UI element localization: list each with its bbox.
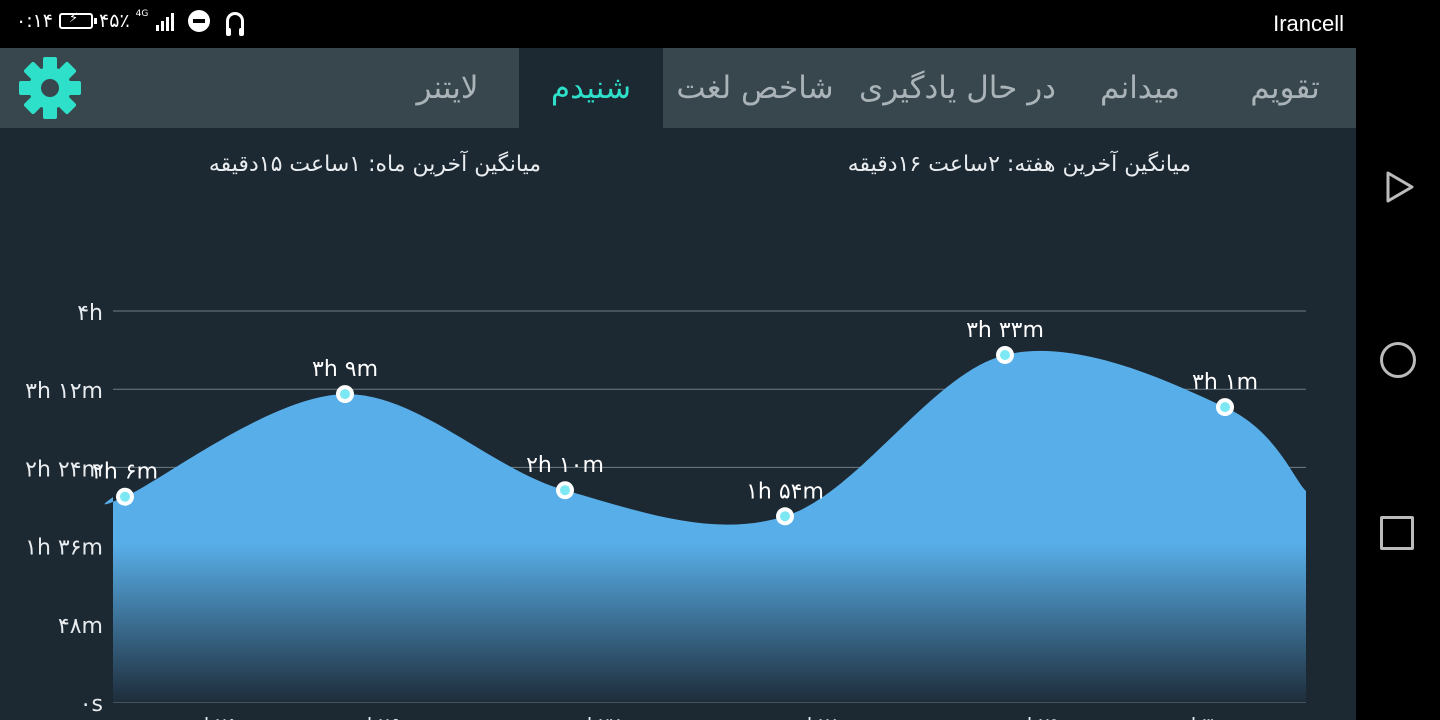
y-tick-label: ۴h: [77, 301, 103, 326]
area-chart: ۰s ۴۸m ۱h ۳۶m ۲h ۲۴m ۳h ۱۲m ۴h ۲h ۶m ۳h ۹m ۲h ۱…: [25, 301, 1306, 720]
clock: ۰:۱۴: [16, 10, 54, 32]
listening-chart: ۰s ۴۸m ۱h ۳۶m ۲h ۲۴m ۳h ۱۲m ۴h ۲h ۶m ۳h ۹m ۲h ۱…: [0, 176, 1356, 720]
y-tick-label: ۲h ۲۴m: [25, 457, 103, 482]
data-label: ۲h ۱۰m: [526, 453, 604, 478]
data-point-core: [780, 511, 790, 522]
data-label: ۳h ۱m: [1192, 370, 1258, 395]
signal-icon: [156, 11, 175, 31]
tab-known[interactable]: میدانم: [1099, 70, 1181, 106]
do-not-disturb-icon: [188, 10, 211, 32]
tab-bar: تقویم میدانم در حال یادگیری شاخص لغت شنی…: [0, 48, 1356, 128]
charging-icon: ⚡: [69, 11, 79, 26]
triangle-back-icon[interactable]: [1382, 170, 1416, 204]
gear-icon[interactable]: [18, 56, 82, 120]
x-tick-label: ۳۰ اردیبهشت: [1114, 713, 1224, 720]
app-screen: تقویم میدانم در حال یادگیری شاخص لغت شنی…: [0, 48, 1356, 720]
area-fill: [104, 350, 1306, 702]
tab-word-index[interactable]: شاخص لغت: [676, 70, 834, 106]
square-recents-icon[interactable]: [1380, 516, 1414, 550]
data-point-core: [1220, 402, 1230, 413]
y-tick-label: ۰s: [80, 692, 103, 717]
data-point-core: [560, 485, 570, 496]
y-tick-label: ۳h ۱۲m: [25, 379, 103, 404]
tab-learning[interactable]: در حال یادگیری: [859, 70, 1056, 106]
x-tick-label: ۲۸ اردیبهشت: [730, 713, 841, 720]
headset-icon: [226, 12, 245, 36]
tab-heard[interactable]: شنیدم: [519, 48, 663, 128]
data-point-core: [1000, 349, 1010, 360]
month-average: میانگین آخرین ماه: ۱ساعت ۱۵دقیقه: [208, 152, 541, 177]
data-label: ۲h ۶m: [92, 460, 158, 485]
carrier-name: Irancell: [1273, 11, 1344, 36]
data-point-core: [120, 491, 130, 502]
x-tick-label: ۲۵ اردیبهشت: [127, 713, 237, 720]
data-label: ۳h ۹m: [312, 357, 378, 382]
x-tick-label: ۲۹ اردیبهشت: [950, 713, 1060, 720]
y-tick-label: ۱h ۳۶m: [25, 536, 103, 561]
data-label: ۳h ۳۳m: [966, 318, 1044, 343]
circle-home-icon[interactable]: [1380, 342, 1416, 378]
battery-percent: ۴۵٪: [99, 10, 130, 32]
y-tick-label: ۴۸m: [58, 614, 103, 639]
x-tick-label: ۲۶ اردیبهشت: [290, 713, 400, 720]
battery-icon: ⚡: [59, 11, 98, 29]
data-label: ۱h ۵۴m: [746, 479, 824, 504]
navigation-bar: [1356, 0, 1440, 720]
status-icons: ۰:۱۴ ⚡ ۴۵٪ 4G: [16, 9, 245, 36]
status-bar: ۰:۱۴ ⚡ ۴۵٪ 4G Irancell: [0, 0, 1356, 48]
x-tick-label: ۲۷ اردیبهشت: [510, 713, 621, 720]
week-average: میانگین آخرین هفته: ۲ساعت ۱۶دقیقه: [847, 152, 1191, 177]
tab-leitner[interactable]: لایتنر: [416, 70, 479, 106]
tab-calendar[interactable]: تقویم: [1250, 70, 1320, 106]
network-type: 4G: [135, 9, 149, 19]
data-point-core: [340, 389, 350, 400]
